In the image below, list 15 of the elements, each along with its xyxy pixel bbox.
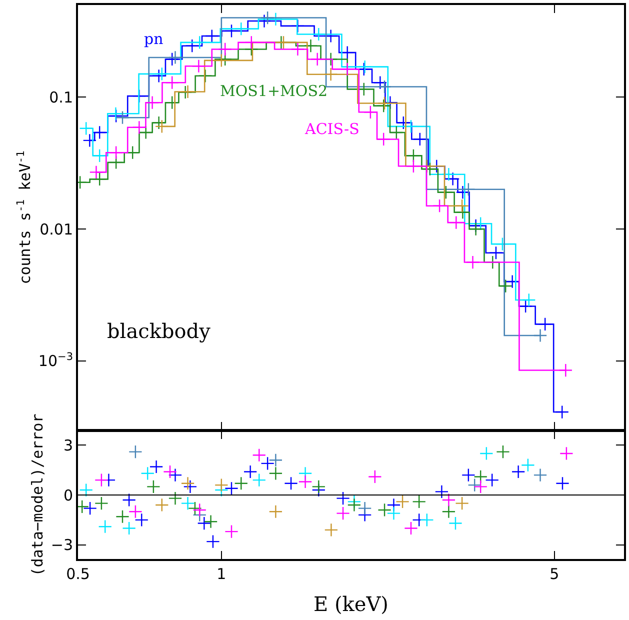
y-tick-label: 0 [63,486,73,504]
series-label: ACIS-S [304,120,360,138]
annotation: blackbody [107,319,212,343]
y-tick-label: 3 [63,436,73,454]
x-tick-label: 1 [216,565,226,583]
y-tick-label: 0.1 [49,88,73,106]
y-tick-label: 0.01 [40,220,73,238]
y-tick-label: 10$^{−3}$ [38,350,73,370]
series-label: pn [144,30,164,48]
series-label: MOS1+MOS2 [220,82,328,100]
x-tick-label: 5 [550,565,560,583]
y-tick-label: −3 [50,536,73,554]
y-axis-title: (data−model)/error [28,414,47,576]
x-axis-title: E (keV) [314,592,388,616]
x-tick-label: 0.5 [66,565,90,583]
